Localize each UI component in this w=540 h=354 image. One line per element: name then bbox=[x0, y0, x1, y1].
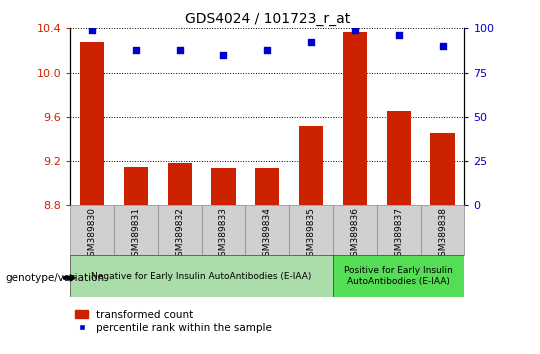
Bar bbox=[80, 42, 104, 205]
Text: GSM389838: GSM389838 bbox=[438, 207, 447, 262]
Text: GSM389835: GSM389835 bbox=[307, 207, 315, 262]
Point bbox=[263, 47, 272, 52]
Bar bbox=[430, 133, 455, 205]
Point bbox=[176, 47, 184, 52]
Legend: transformed count, percentile rank within the sample: transformed count, percentile rank withi… bbox=[76, 310, 272, 333]
Bar bbox=[212, 168, 235, 205]
Point bbox=[88, 27, 97, 33]
Text: genotype/variation: genotype/variation bbox=[5, 273, 105, 283]
Bar bbox=[124, 167, 148, 205]
FancyBboxPatch shape bbox=[158, 205, 201, 255]
Bar bbox=[387, 111, 411, 205]
Text: GSM389834: GSM389834 bbox=[263, 207, 272, 262]
FancyBboxPatch shape bbox=[70, 205, 114, 255]
Point bbox=[307, 40, 315, 45]
Text: Positive for Early Insulin
AutoAntibodies (E-IAA): Positive for Early Insulin AutoAntibodie… bbox=[345, 267, 453, 286]
FancyBboxPatch shape bbox=[245, 205, 289, 255]
FancyBboxPatch shape bbox=[201, 205, 245, 255]
Text: GSM389833: GSM389833 bbox=[219, 207, 228, 262]
Text: GSM389832: GSM389832 bbox=[175, 207, 184, 262]
Bar bbox=[299, 126, 323, 205]
Bar bbox=[343, 32, 367, 205]
Point bbox=[132, 47, 140, 52]
Point bbox=[438, 43, 447, 49]
Point bbox=[350, 27, 359, 33]
FancyBboxPatch shape bbox=[289, 205, 333, 255]
Title: GDS4024 / 101723_r_at: GDS4024 / 101723_r_at bbox=[185, 12, 350, 26]
Text: GSM389837: GSM389837 bbox=[394, 207, 403, 262]
FancyBboxPatch shape bbox=[377, 205, 421, 255]
Text: Negative for Early Insulin AutoAntibodies (E-IAA): Negative for Early Insulin AutoAntibodie… bbox=[91, 272, 312, 281]
Bar bbox=[167, 163, 192, 205]
Text: GSM389831: GSM389831 bbox=[131, 207, 140, 262]
Text: GSM389836: GSM389836 bbox=[350, 207, 360, 262]
FancyBboxPatch shape bbox=[70, 255, 333, 297]
FancyBboxPatch shape bbox=[421, 205, 464, 255]
Text: GSM389830: GSM389830 bbox=[87, 207, 97, 262]
Bar bbox=[255, 168, 279, 205]
FancyBboxPatch shape bbox=[333, 255, 464, 297]
FancyBboxPatch shape bbox=[114, 205, 158, 255]
Point bbox=[219, 52, 228, 58]
FancyBboxPatch shape bbox=[333, 205, 377, 255]
Point bbox=[394, 33, 403, 38]
